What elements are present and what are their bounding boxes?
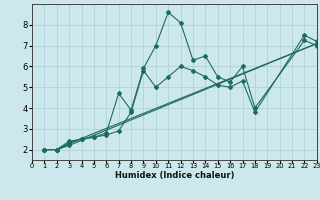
X-axis label: Humidex (Indice chaleur): Humidex (Indice chaleur) — [115, 171, 234, 180]
